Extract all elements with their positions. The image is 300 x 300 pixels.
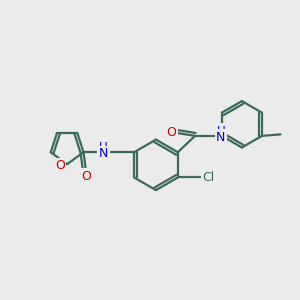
Text: N: N [216, 131, 226, 144]
Text: O: O [55, 159, 64, 172]
Text: H: H [217, 125, 225, 138]
Text: H: H [99, 141, 108, 154]
Text: O: O [81, 169, 91, 182]
Text: O: O [166, 126, 176, 140]
Text: N: N [99, 147, 108, 160]
Text: Cl: Cl [202, 171, 214, 184]
